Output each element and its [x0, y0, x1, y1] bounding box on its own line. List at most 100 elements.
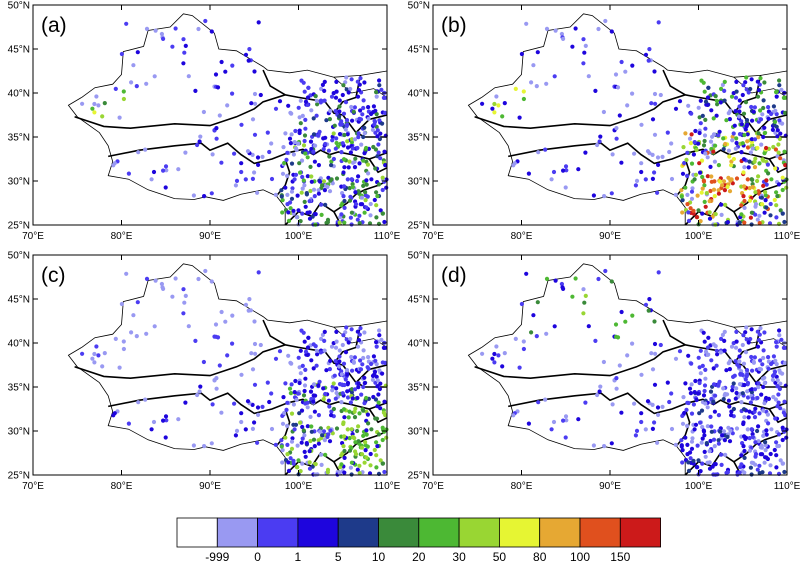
- station-dot: [773, 108, 778, 113]
- station-dot: [726, 398, 732, 403]
- station-dot: [365, 412, 370, 417]
- station-dot: [322, 329, 327, 334]
- station-dot: [94, 344, 99, 349]
- station-dot: [777, 333, 782, 338]
- station-dot: [749, 427, 754, 432]
- station-dot: [727, 404, 732, 409]
- station-dot: [344, 325, 349, 330]
- station-dot: [689, 361, 694, 366]
- station-dot: [307, 216, 313, 221]
- station-dot: [307, 449, 312, 454]
- station-dot: [363, 443, 368, 448]
- station-dot: [296, 208, 301, 213]
- panel-b: (b)25°N30°N35°N40°N45°N50°N70°E 80°E 90°E 1…: [408, 1, 801, 243]
- station-dot: [690, 186, 695, 191]
- station-dot: [213, 322, 219, 327]
- map-background: [33, 5, 387, 225]
- station-dot: [704, 191, 709, 196]
- station-dot: [683, 185, 688, 190]
- station-dot: [700, 113, 705, 118]
- station-dot: [576, 167, 581, 172]
- station-dot: [564, 418, 569, 423]
- station-dot: [764, 205, 769, 210]
- station-dot: [286, 210, 291, 215]
- station-dot: [346, 165, 351, 170]
- station-dot: [92, 351, 97, 357]
- station-dot: [689, 439, 695, 444]
- station-dot: [134, 334, 139, 339]
- station-dot: [583, 43, 588, 49]
- station-dot: [314, 348, 319, 353]
- station-dot: [711, 116, 716, 121]
- lat-tick-label: 35°N: [8, 133, 30, 144]
- station-dot: [319, 336, 324, 341]
- station-dot: [696, 391, 701, 396]
- station-dot: [742, 448, 747, 454]
- station-dot: [685, 192, 690, 197]
- station-dot: [369, 427, 374, 432]
- station-dot: [250, 367, 256, 372]
- station-dot: [702, 383, 708, 388]
- station-dot: [753, 440, 758, 445]
- station-dot: [320, 433, 325, 438]
- station-dot: [337, 98, 342, 103]
- station-dot: [286, 468, 292, 473]
- station-dot: [317, 379, 322, 384]
- station-dot: [686, 353, 691, 358]
- station-dot: [609, 191, 614, 196]
- station-dot: [742, 415, 747, 420]
- station-dot: [689, 382, 694, 387]
- station-dot: [304, 191, 309, 196]
- station-dot: [273, 192, 278, 197]
- station-dot: [339, 453, 344, 458]
- station-dot: [519, 51, 525, 57]
- station-dot: [374, 344, 379, 349]
- station-dot: [357, 82, 362, 87]
- lon-tick-label: 70°E: [422, 231, 444, 242]
- station-dot: [356, 424, 361, 429]
- station-dot: [688, 206, 693, 211]
- station-dot: [762, 401, 767, 406]
- station-dot: [544, 26, 550, 31]
- station-dot: [705, 352, 710, 357]
- station-dot: [314, 113, 319, 118]
- station-dot: [353, 440, 358, 445]
- station-dot: [362, 460, 367, 465]
- station-dot: [331, 406, 336, 412]
- station-dot: [709, 358, 714, 363]
- station-dot: [344, 337, 349, 342]
- station-dot: [749, 387, 755, 392]
- station-dot: [762, 210, 767, 215]
- station-dot: [776, 400, 781, 405]
- station-dot: [383, 413, 388, 418]
- station-dot: [313, 462, 318, 467]
- station-dot: [344, 87, 349, 92]
- station-dot: [711, 437, 717, 442]
- station-dot: [284, 407, 289, 412]
- station-dot: [739, 122, 744, 127]
- station-dot: [720, 82, 726, 87]
- station-dot: [119, 51, 124, 57]
- station-dot: [256, 412, 261, 417]
- station-dot: [757, 221, 762, 226]
- station-dot: [760, 112, 765, 117]
- station-dot: [360, 452, 365, 457]
- station-dot: [693, 128, 698, 134]
- station-dot: [325, 434, 330, 439]
- station-dot: [210, 152, 215, 157]
- station-dot: [581, 37, 586, 42]
- station-dot: [311, 132, 317, 137]
- station-dot: [124, 21, 129, 26]
- station-dot: [748, 465, 754, 470]
- station-dot: [758, 108, 763, 113]
- station-dot: [752, 387, 758, 392]
- station-dot: [741, 157, 747, 162]
- station-dot: [371, 354, 376, 359]
- station-dot: [694, 215, 700, 220]
- station-dot: [780, 121, 785, 126]
- station-dot: [334, 136, 339, 141]
- station-dot: [596, 276, 601, 282]
- station-dot: [113, 336, 118, 341]
- station-dot: [700, 436, 705, 441]
- station-dot: [202, 194, 207, 199]
